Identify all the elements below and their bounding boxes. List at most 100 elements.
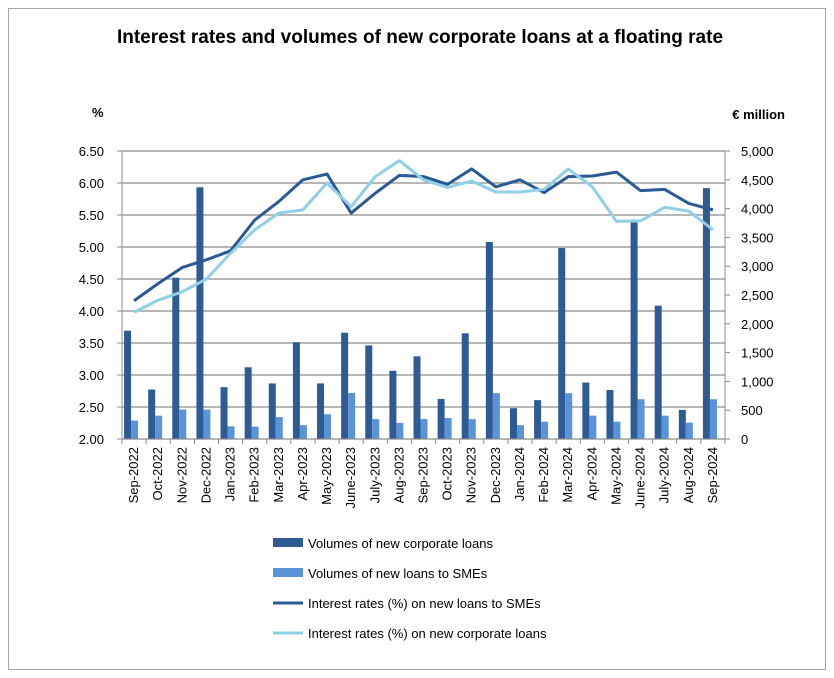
right-tick-label: 4,500 [741,173,774,188]
right-tick-label: 0 [741,432,748,447]
bar-corporate-volume [172,277,180,439]
x-tick-label: May-2023 [319,447,334,505]
bar-corporate-volume [437,398,445,439]
left-tick-label: 6.50 [79,144,104,159]
x-tick-label: Dec-2022 [198,447,213,503]
bar-corporate-volume [244,367,252,439]
x-tick-label: July-2023 [367,447,382,503]
bar-corporate-volume [148,389,156,439]
bar-sme-volume [131,420,139,439]
left-tick-label: 3.00 [79,368,104,383]
x-tick-label: June-2023 [343,447,358,508]
x-tick-label: Oct-2022 [150,447,165,500]
bars [124,187,717,439]
lines [133,159,714,314]
left-tick-label: 4.50 [79,272,104,287]
line-corporate-rate [133,159,714,314]
left-tick-label: 6.00 [79,176,104,191]
legend-label: Volumes of new loans to SMEs [308,566,488,581]
bar-sme-volume [565,393,573,439]
bar-sme-volume [155,415,163,439]
legend-label: Volumes of new corporate loans [308,536,493,551]
bar-corporate-volume [509,408,517,439]
legend-label: Interest rates (%) on new corporate loan… [308,626,547,641]
x-tick-label: Mar-2024 [560,447,575,503]
x-tick-label: Sep-2024 [705,447,720,503]
bar-corporate-volume [702,188,710,439]
bar-corporate-volume [196,187,204,439]
bar-sme-volume [637,399,645,439]
bar-sme-volume [372,419,380,439]
bar-sme-volume [420,419,428,439]
x-tick-label: Sep-2022 [126,447,141,503]
x-tick-label: May-2024 [608,447,623,505]
right-tick-label: 1,500 [741,346,774,361]
bar-sme-volume [541,421,549,439]
x-tick-label: Feb-2023 [247,447,262,503]
bar-sme-volume [396,422,404,439]
bar-corporate-volume [461,333,469,439]
right-axis-unit: € million [732,107,785,122]
right-tick-label: 5,000 [741,144,774,159]
bar-sme-volume [468,419,476,439]
bar-sme-volume [492,393,500,439]
bar-sme-volume [299,425,307,439]
bar-corporate-volume [317,383,325,439]
bar-sme-volume [661,415,669,439]
bar-sme-volume [516,425,524,439]
left-tick-label: 3.50 [79,336,104,351]
bar-corporate-volume [292,342,300,439]
line-sme-rate [133,167,714,302]
x-tick-label: Aug-2024 [681,447,696,503]
bar-corporate-volume [268,383,276,439]
bar-corporate-volume [582,382,590,439]
bar-corporate-volume [341,332,349,439]
bar-corporate-volume [678,409,686,439]
bar-corporate-volume [630,222,638,439]
bar-corporate-volume [389,370,397,439]
x-tick-label: Nov-2022 [174,447,189,503]
x-tick-label: Jan-2024 [512,447,527,501]
bar-corporate-volume [654,305,662,439]
bar-corporate-volume [124,330,132,439]
bar-sme-volume [709,399,717,439]
bar-corporate-volume [413,356,421,439]
x-tick-label: Sep-2023 [416,447,431,503]
right-tick-label: 3,000 [741,259,774,274]
right-tick-label: 1,000 [741,374,774,389]
left-tick-label: 4.00 [79,304,104,319]
legend-label: Interest rates (%) on new loans to SMEs [308,596,541,611]
legend-swatch [273,538,303,547]
x-tick-label: July-2024 [657,447,672,503]
bar-corporate-volume [558,248,566,439]
x-tick-label: June-2024 [633,447,648,508]
bar-sme-volume [324,414,332,439]
bar-corporate-volume [220,387,228,439]
bar-sme-volume [203,409,211,439]
chart-title: Interest rates and volumes of new corpor… [117,27,723,48]
x-tick-label: Jan-2023 [223,447,238,501]
right-tick-label: 500 [741,403,763,418]
bar-sme-volume [589,415,597,439]
axes: 2.00 2.50 3.00 3.50 4.00 4.50 5.00 5.50 6.00 6.50… [79,144,774,508]
bar-sme-volume [685,422,693,439]
bar-sme-volume [444,417,452,439]
legend-swatch [273,568,303,577]
x-tick-label: Aug-2023 [391,447,406,503]
left-tick-label: 2.00 [79,432,104,447]
right-tick-label: 3,500 [741,230,774,245]
left-tick-label: 5.50 [79,208,104,223]
right-tick-label: 2,000 [741,317,774,332]
bar-corporate-volume [365,345,373,439]
x-tick-label: Nov-2023 [464,447,479,503]
bar-sme-volume [275,417,283,439]
left-tick-label: 5.00 [79,240,104,255]
bar-sme-volume [227,426,235,439]
bar-corporate-volume [485,242,493,439]
x-tick-label: Dec-2023 [488,447,503,503]
x-tick-label: Feb-2024 [536,447,551,503]
bar-corporate-volume [534,400,542,439]
left-axis-unit: % [92,105,104,120]
x-tick-label: Apr-2023 [295,447,310,500]
